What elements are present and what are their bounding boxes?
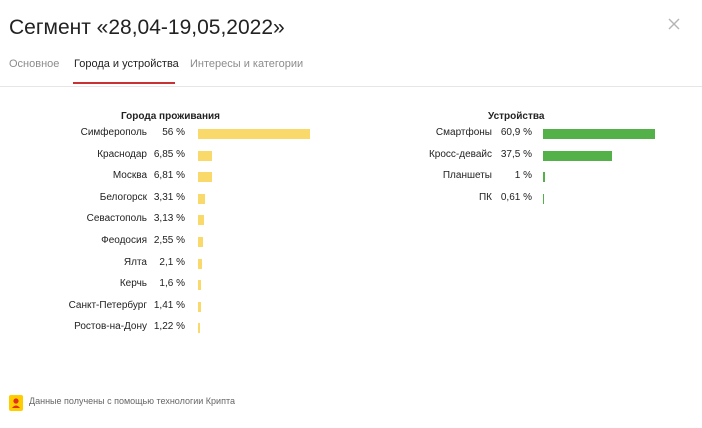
item-bar [198,237,204,247]
item-bar [198,129,310,139]
item-value: 2,1 % [159,256,185,268]
item-label: Феодосия [101,235,147,246]
list-item: Феодосия 2,55 % [0,235,702,249]
tab-interests-categories[interactable]: Интересы и категории [190,58,304,70]
item-value: 3,31 % [153,191,185,203]
cities-section-title: Города проживания [121,111,221,122]
tab-cities-devices[interactable]: Города и устройства [74,58,179,70]
list-item: Севастополь 3,13 % [0,213,702,227]
list-item: Ростов-на-Дону 1,22 % [0,321,702,335]
item-label: Керчь [119,278,147,290]
item-value: 56 % [162,127,185,138]
item-bar [198,301,201,312]
tab-main[interactable]: Основное [9,58,60,70]
item-value: 6,85 % [153,148,185,160]
list-item: Смартфоны 60,9 % [0,127,702,141]
list-item: Симферополь 56 % [0,127,702,141]
item-bar [198,323,201,334]
list-item: Планшеты 1 % [0,170,702,184]
tab-bar: Основное Города и устройства Интересы и … [0,56,702,87]
item-label: Смартфоны [435,127,492,138]
item-bar [198,150,212,161]
item-bar [543,150,612,161]
list-item: ПК 0,61 % [0,192,702,206]
item-value: 37,5 % [500,148,532,160]
crypta-logo-icon [9,395,23,411]
item-value: 1,22 % [153,321,185,333]
item-label: Симферополь [80,127,147,138]
item-label: Кросс-девайс [428,148,492,160]
item-value: 2,55 % [153,235,185,246]
item-bar [543,172,545,183]
item-value: 3,13 % [153,213,185,225]
item-bar [198,258,203,269]
item-label: Ялта [123,256,147,268]
item-bar [198,193,205,204]
item-label: Севастополь [86,213,147,225]
devices-section-title: Устройства [488,111,545,122]
item-bar [198,215,205,226]
list-item: Краснодар 6,85 % [0,149,702,163]
list-item: Ялта 2,1 % [0,257,702,271]
item-value: 1,6 % [159,278,185,290]
item-bar [198,280,202,291]
list-item: Санкт-Петербург 1,41 % [0,300,702,314]
item-value: 1,41 % [153,299,185,311]
item-label: Планшеты [442,170,492,182]
item-value: 1 % [514,170,532,182]
item-label: ПК [478,191,492,203]
list-item: Керчь 1,6 % [0,278,702,292]
item-label: Белогорск [99,191,147,203]
footer-text: Данные получены с помощью технологии Кри… [29,396,235,406]
page-title: Сегмент «28,04-19,05,2022» [9,16,285,39]
item-bar [198,172,212,183]
item-label: Краснодар [97,148,147,160]
list-item: Белогорск 3,31 % [0,192,702,206]
item-bar [543,193,545,204]
list-item: Москва 6,81 % [0,170,702,184]
item-label: Санкт-Петербург [68,299,147,311]
item-value: 60,9 % [500,127,532,138]
item-label: Ростов-на-Дону [74,321,147,333]
item-label: Москва [112,170,147,182]
close-icon[interactable] [664,14,684,34]
item-value: 6,81 % [153,170,185,182]
item-value: 0,61 % [500,191,532,203]
active-tab-indicator [73,82,175,84]
item-bar [543,129,655,139]
list-item: Кросс-девайс 37,5 % [0,149,702,163]
